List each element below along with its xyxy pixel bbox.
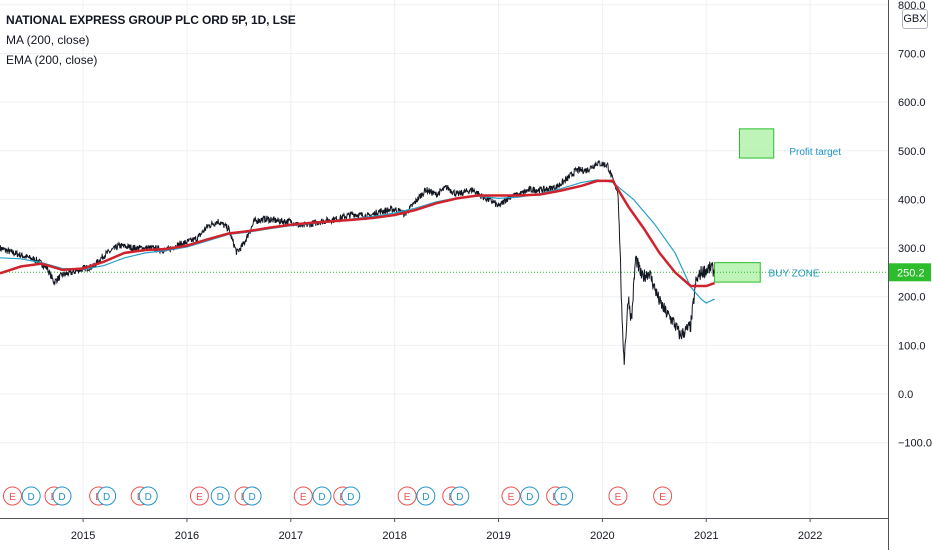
y-tick-label: 400.0 [898, 194, 926, 206]
dividend-marker-label: D [58, 492, 65, 503]
y-tick-label: 300.0 [898, 243, 926, 255]
dividend-marker-label: D [456, 492, 463, 503]
earnings-marker-label: E [404, 492, 411, 503]
price-series-line [0, 160, 715, 365]
earnings-marker [653, 486, 673, 506]
earnings-marker-label: E [196, 492, 203, 503]
indicator-ma-label[interactable]: MA (200, close) [6, 33, 90, 47]
chart-legend: NATIONAL EXPRESS GROUP PLC ORD 5P, 1D, L… [6, 10, 296, 70]
y-tick-label: 700.0 [898, 48, 926, 60]
y-tick-label: 100.0 [898, 340, 926, 352]
y-tick-label: 600.0 [898, 97, 926, 109]
dividend-marker-label: D [103, 492, 110, 503]
dividend-marker [242, 486, 262, 506]
x-tick-label: 2021 [694, 530, 718, 542]
earnings-marker [501, 486, 521, 506]
earnings-marker-label: E [615, 492, 622, 503]
x-tick-label: 2020 [590, 530, 614, 542]
indicator-ema-label[interactable]: EMA (200, close) [6, 53, 98, 67]
y-tick-label: 500.0 [898, 146, 926, 158]
dividend-marker [210, 486, 230, 506]
dividend-marker [520, 486, 540, 506]
x-tick-label: 2018 [382, 530, 406, 542]
earnings-marker [189, 486, 209, 506]
dividend-marker [341, 486, 361, 506]
y-tick-label: 0.0 [898, 389, 913, 401]
x-tick-label: 2017 [279, 530, 303, 542]
dividend-marker-label: D [347, 492, 354, 503]
dividend-marker [312, 486, 332, 506]
dividend-marker [21, 486, 41, 506]
dividend-marker-label: D [560, 492, 567, 503]
dividend-marker [138, 486, 158, 506]
dividend-marker-label: D [422, 492, 429, 503]
ema-series-line [0, 179, 715, 304]
dividend-marker-label: D [217, 492, 224, 503]
profit-target-box [738, 128, 775, 159]
dividend-marker [554, 486, 574, 506]
currency-badge[interactable]: GBX [902, 9, 928, 29]
earnings-marker-label: E [659, 492, 666, 503]
x-tick-label: 2016 [175, 530, 199, 542]
earnings-marker [608, 486, 628, 506]
dividend-marker-label: D [28, 492, 35, 503]
profit-target-label: Profit target [789, 147, 841, 158]
earnings-marker-label: E [300, 492, 307, 503]
earnings-marker-label: E [508, 492, 515, 503]
ma-series-line [0, 179, 716, 288]
x-tick-label: 2019 [486, 530, 510, 542]
dividend-marker-label: D [318, 492, 325, 503]
y-tick-label: −100.0 [898, 438, 932, 450]
x-tick-label: 2015 [71, 530, 95, 542]
x-tick-label: 2022 [798, 530, 822, 542]
dividend-marker-label: D [526, 492, 533, 503]
earnings-marker [397, 486, 417, 506]
last-price-value: 250.2 [897, 267, 925, 279]
dividend-marker [97, 486, 117, 506]
dividend-marker-label: D [145, 492, 152, 503]
earnings-marker-label: E [9, 492, 16, 503]
dividend-marker [52, 486, 72, 506]
last-price-badge [889, 263, 931, 282]
earnings-marker [2, 486, 22, 506]
buy-zone-label: BUY ZONE [769, 268, 820, 279]
y-tick-label: 200.0 [898, 292, 926, 304]
chart-title: NATIONAL EXPRESS GROUP PLC ORD 5P, 1D, L… [6, 13, 296, 27]
y-tick-label: 800.0 [898, 0, 926, 12]
earnings-marker [293, 486, 313, 506]
dividend-marker-label: D [248, 492, 255, 503]
dividend-marker [450, 486, 470, 506]
dividend-marker [416, 486, 436, 506]
